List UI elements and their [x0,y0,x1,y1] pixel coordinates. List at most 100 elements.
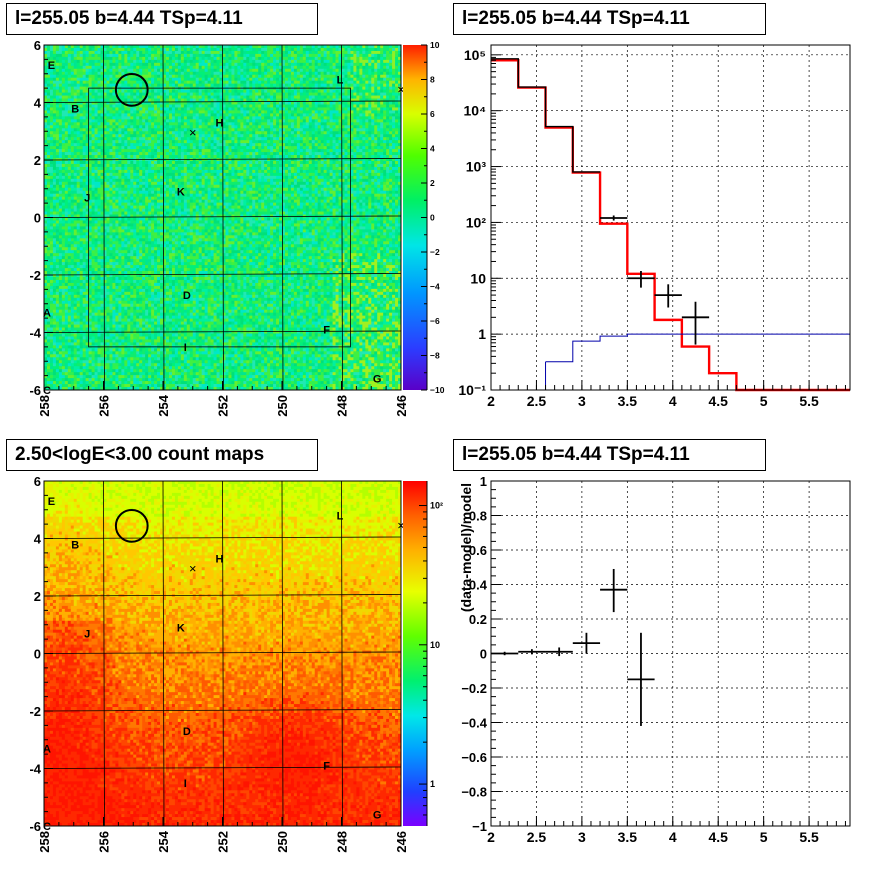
y-tick-label: 6 [34,474,41,489]
source-label-G: G [373,810,382,822]
x-tick-label: 254 [156,394,171,416]
colorbar-tick-label: 4 [430,144,435,154]
y-tick-label: -4 [29,326,41,341]
y-tick-label: 0.2 [469,612,487,627]
colorbar-tick-label: −8 [430,351,440,361]
colorbar-tick-label: −2 [430,247,440,257]
ratio-y-axis-label: (data-model)/model [458,483,474,612]
x-tick-label: 254 [156,830,171,852]
ratio-grid [491,481,850,826]
colorbar-tick-label: −6 [430,316,440,326]
residual-map-title: l=255.05 b=4.44 TSp=4.11 [6,3,318,35]
source-label-L: L [337,511,344,523]
x-tick-label: 2.5 [527,829,547,845]
colorbar-tick-label: 8 [430,75,435,85]
y-tick-label: 10³ [466,159,487,175]
x-tick-label: 3.5 [618,393,638,409]
x-tick-label: 246 [394,395,409,417]
colorbar-tick-label: −4 [430,282,440,292]
y-tick-label: −0.6 [461,750,487,765]
x-tick-label: 2 [487,829,495,845]
source-label-L: L [337,75,344,87]
y-tick-label: -2 [29,268,41,283]
x-tick-label: 5 [760,829,768,845]
y-tick-label: 10⁵ [464,47,486,63]
x-tick-label: 4 [669,829,677,845]
source-label-D: D [183,726,191,738]
y-tick-label: 0 [480,647,487,662]
data-step-line [491,59,600,172]
y-tick-label: 4 [34,532,42,547]
source-label-J: J [84,192,90,204]
x-tick-label: 252 [216,831,231,853]
y-tick-label: -2 [29,704,41,719]
x-tick-label: 4.5 [708,393,728,409]
x-tick-label: 3 [578,829,586,845]
x-tick-label: 256 [97,395,112,417]
colorbar-tick-label: 0 [430,213,435,223]
y-tick-label: -4 [29,762,41,777]
colorbar [403,481,427,826]
y-tick-label: 2 [34,589,41,604]
x-tick-label: 250 [275,395,290,417]
ratio-title: l=255.05 b=4.44 TSp=4.11 [453,439,766,471]
y-tick-label: 4 [34,96,42,111]
colorbar-tick-label: 10 [430,640,440,650]
y-tick-label: 1 [480,474,487,489]
x-tick-label: 258 [37,831,52,853]
x-tick-label: 252 [216,395,231,417]
colorbar-tick-label: 1 [430,779,435,789]
y-tick-label: -6 [29,383,41,398]
x-tick-label: 248 [335,395,350,417]
y-tick-label: 10 [470,270,486,286]
source-label-E: E [48,496,55,508]
source-label-F: F [323,761,330,773]
y-tick-label: −0.4 [461,716,487,731]
colorbar-tick-label: 6 [430,109,435,119]
source-label-H: H [216,118,224,130]
y-tick-label: −0.8 [461,785,487,800]
y-tick-label: 10⁴ [464,103,487,119]
source-label-I: I [184,342,187,354]
source-model-line [546,334,850,362]
x-tick-label: 5.5 [799,393,819,409]
colorbar-tick-label: 2 [430,178,435,188]
colorbar-tick-label: 10 [430,40,440,50]
source-label-J: J [84,628,90,640]
source-label-K: K [177,187,185,199]
source-label-B: B [71,539,79,551]
x-tick-label: 2 [487,393,495,409]
source-label-K: K [177,623,185,635]
source-label-G: G [373,374,382,386]
count-map-title: 2.50<logE<3.00 count maps [6,439,318,471]
x-tick-label: 3.5 [618,829,638,845]
x-tick-label: 2.5 [527,393,547,409]
y-tick-label: 6 [34,38,41,53]
x-tick-label: 250 [275,831,290,853]
y-tick-label: −0.2 [461,681,487,696]
colorbar-tick-label: −10 [430,385,445,395]
y-tick-label: 0 [34,211,41,226]
source-label-D: D [183,290,191,302]
y-tick-label: 1 [478,326,486,342]
x-tick-label: 4.5 [708,829,728,845]
source-label-H: H [216,554,224,566]
y-tick-label: 10² [466,214,487,230]
y-tick-label: -6 [29,819,41,834]
source-label-I: I [184,778,187,790]
y-tick-label: −1 [472,819,487,834]
y-tick-label: 0 [34,647,41,662]
colorbar-tick-label: 10² [430,501,443,511]
source-label-B: B [71,103,79,115]
x-tick-label: 258 [37,395,52,417]
y-tick-label: 2 [34,153,41,168]
x-tick-label: 4 [669,393,677,409]
x-tick-label: 3 [578,393,586,409]
spectrum-title: l=255.05 b=4.44 TSp=4.11 [453,3,766,35]
x-tick-label: 246 [394,831,409,853]
x-tick-label: 5.5 [799,829,819,845]
